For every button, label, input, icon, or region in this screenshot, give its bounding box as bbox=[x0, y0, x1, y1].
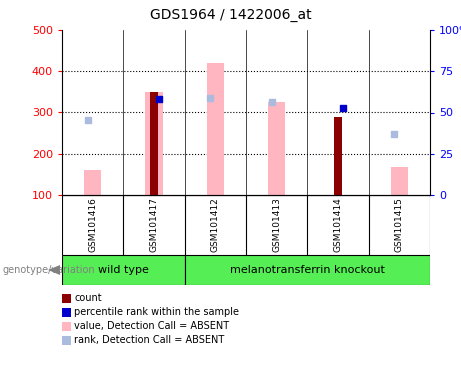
Text: rank, Detection Call = ABSENT: rank, Detection Call = ABSENT bbox=[74, 335, 224, 345]
Bar bbox=[84, 170, 101, 195]
Text: count: count bbox=[74, 293, 101, 303]
Text: GSM101417: GSM101417 bbox=[149, 197, 159, 252]
Bar bbox=[334, 117, 342, 195]
Text: GSM101414: GSM101414 bbox=[333, 198, 343, 252]
Point bbox=[391, 131, 398, 137]
Text: GSM101415: GSM101415 bbox=[395, 197, 404, 252]
Point bbox=[207, 95, 214, 101]
Text: melanotransferrin knockout: melanotransferrin knockout bbox=[230, 265, 385, 275]
Bar bbox=[150, 92, 158, 195]
Text: GDS1964 / 1422006_at: GDS1964 / 1422006_at bbox=[150, 8, 311, 22]
Bar bbox=[391, 167, 408, 195]
Point bbox=[84, 116, 91, 122]
Bar bbox=[185, 255, 430, 285]
Bar bbox=[207, 63, 224, 195]
Polygon shape bbox=[48, 265, 60, 275]
Text: wild type: wild type bbox=[98, 265, 149, 275]
Point bbox=[155, 96, 163, 103]
Text: value, Detection Call = ABSENT: value, Detection Call = ABSENT bbox=[74, 321, 229, 331]
Point bbox=[339, 104, 347, 111]
Bar bbox=[145, 92, 163, 195]
Text: GSM101416: GSM101416 bbox=[88, 197, 97, 252]
Text: percentile rank within the sample: percentile rank within the sample bbox=[74, 307, 239, 317]
Text: GSM101413: GSM101413 bbox=[272, 197, 281, 252]
Point bbox=[268, 99, 276, 105]
Text: genotype/variation: genotype/variation bbox=[2, 265, 95, 275]
Bar bbox=[268, 102, 285, 195]
Text: GSM101412: GSM101412 bbox=[211, 198, 220, 252]
Bar bbox=[62, 255, 185, 285]
